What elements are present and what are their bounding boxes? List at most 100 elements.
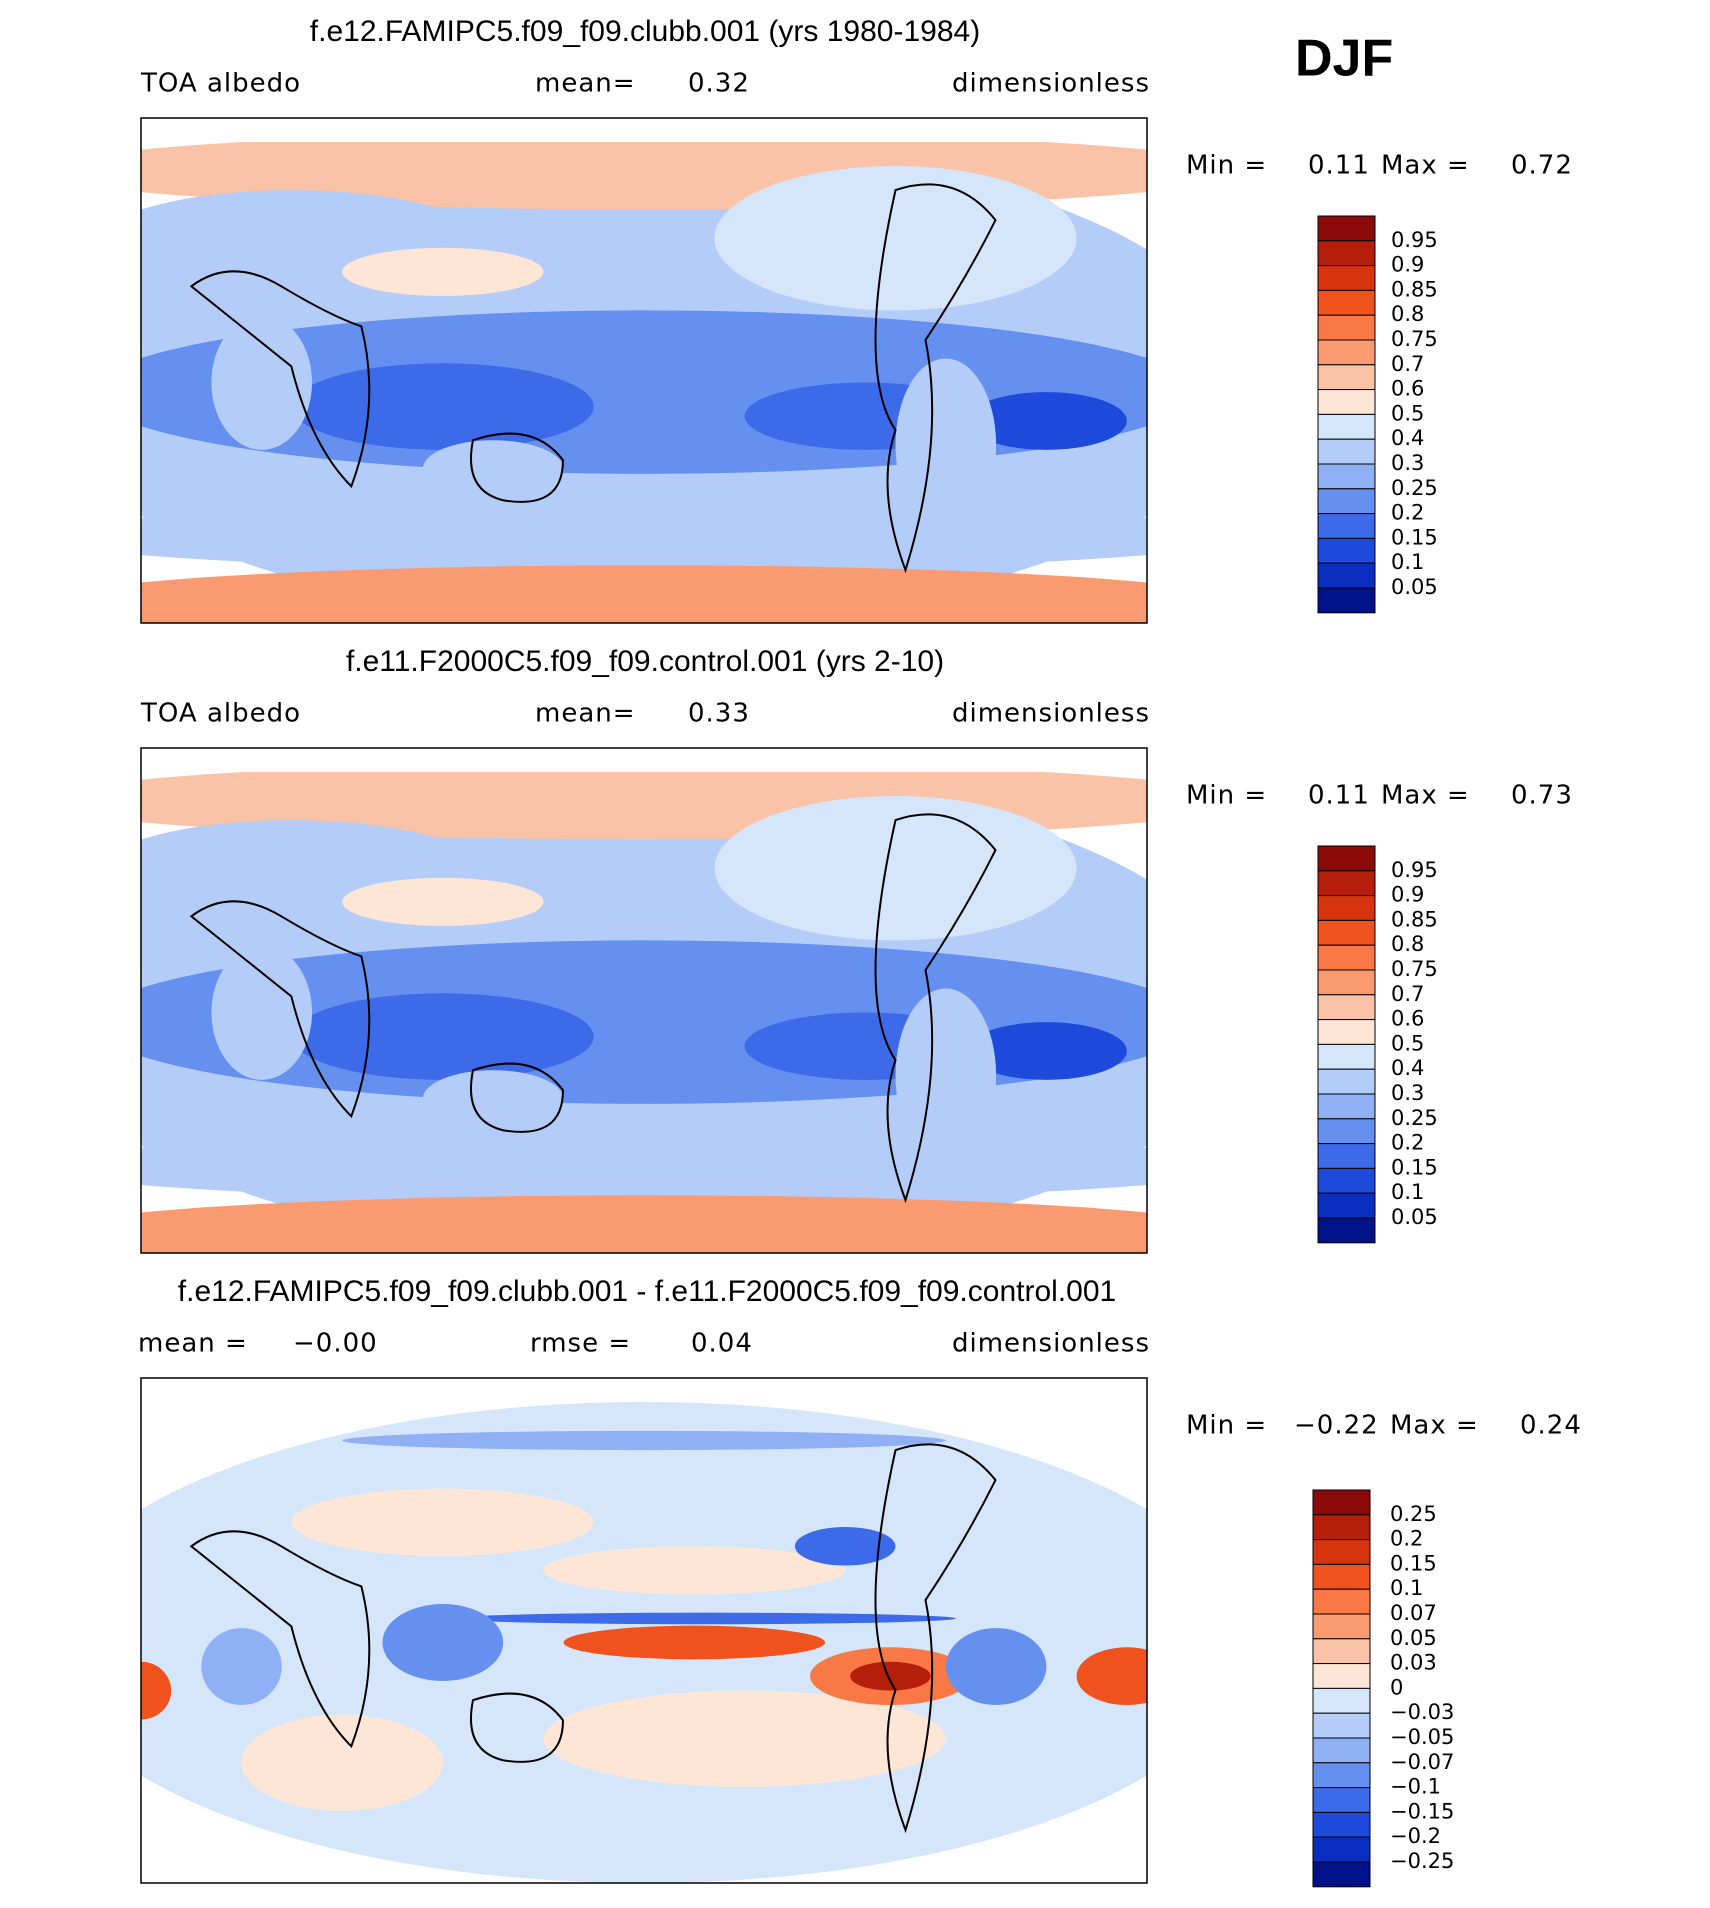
field-contour <box>382 1604 504 1681</box>
stat-label: mean = <box>138 1329 248 1359</box>
stat-label: 0.32 <box>688 69 750 99</box>
colorbar-box <box>1317 1118 1376 1145</box>
field-contour <box>141 1661 172 1720</box>
colorbar-label: 0.4 <box>1391 426 1424 450</box>
colorbar-label: 0.2 <box>1391 1131 1424 1155</box>
colorbar-label: 0.07 <box>1390 1601 1437 1625</box>
colorbar-label: −0.05 <box>1390 1725 1454 1749</box>
colorbar-label: −0.1 <box>1390 1775 1441 1799</box>
colorbar-box <box>1317 314 1376 341</box>
colorbar-box <box>1317 944 1376 971</box>
colorbar-label: 0.05 <box>1391 1205 1438 1229</box>
map-frame <box>140 117 1148 624</box>
field-contour <box>141 1132 1147 1201</box>
colorbar-box <box>1317 513 1376 539</box>
field-contour <box>965 1022 1127 1080</box>
colorbar-box <box>1312 1762 1371 1789</box>
colorbar-box <box>1312 1663 1371 1689</box>
colorbar-label: 0.05 <box>1390 1626 1437 1650</box>
colorbar-label: 0.85 <box>1391 277 1438 301</box>
colorbar-box <box>1317 969 1376 996</box>
field-contour <box>342 877 544 926</box>
colorbar-box <box>1317 1043 1376 1070</box>
colorbar-label: 0.2 <box>1390 1527 1423 1551</box>
colorbar-label: 0.75 <box>1391 327 1438 351</box>
colorbar-box <box>1317 438 1376 465</box>
colorbar-box <box>1312 1787 1371 1813</box>
colorbar-box <box>1317 463 1376 490</box>
stat-label: 0.04 <box>691 1329 753 1359</box>
field-contour <box>714 166 1077 311</box>
field-contour <box>895 358 997 532</box>
field-contour <box>714 796 1077 941</box>
field-contour <box>342 1430 946 1451</box>
colorbar-label: 0.05 <box>1391 575 1438 599</box>
colorbar-box <box>1312 1563 1371 1590</box>
range-label: −0.22 <box>1294 1411 1379 1441</box>
colorbar-box <box>1312 1489 1371 1516</box>
field-contour <box>211 315 313 450</box>
range-label: Min = <box>1186 1411 1267 1441</box>
colorbar-box <box>1312 1737 1371 1764</box>
stat-label: TOA albedo <box>140 699 301 729</box>
range-label: 0.11 <box>1308 781 1370 811</box>
colorbar-label: 0.1 <box>1390 1576 1423 1600</box>
colorbar-label: 0.3 <box>1391 451 1424 475</box>
colorbar-box <box>1317 587 1376 614</box>
colorbar-box <box>1317 240 1376 267</box>
colorbar-label: 0.4 <box>1391 1056 1424 1080</box>
field-contour <box>965 392 1127 450</box>
colorbar-label: 0.5 <box>1391 1031 1424 1055</box>
colorbar-box <box>1317 413 1376 440</box>
colorbar-label: 0 <box>1390 1675 1403 1699</box>
coastline <box>189 183 997 574</box>
colorbar-label: 0.25 <box>1391 1106 1438 1130</box>
colorbar-label: 0.7 <box>1391 982 1424 1006</box>
colorbar-box <box>1317 845 1376 872</box>
colorbar-label: 0.25 <box>1391 476 1438 500</box>
map-frame <box>140 1377 1148 1884</box>
field-contour <box>945 1628 1047 1706</box>
stat-label: −0.00 <box>293 1329 378 1359</box>
colorbar-label: −0.25 <box>1390 1849 1454 1873</box>
colorbar-box <box>1317 289 1376 316</box>
colorbar-box <box>1317 215 1376 242</box>
map <box>140 747 1148 1254</box>
stat-label: 0.33 <box>688 699 750 729</box>
colorbar-label: 0.1 <box>1391 550 1424 574</box>
colorbar-label: 0.2 <box>1391 501 1424 525</box>
colorbar-label: 0.6 <box>1391 377 1424 401</box>
field-contour <box>543 1690 946 1787</box>
colorbar-label: 0.25 <box>1390 1502 1437 1526</box>
colorbar-label: 0.8 <box>1391 302 1424 326</box>
field-contour <box>291 1488 594 1556</box>
stat-label: dimensionless <box>952 699 1150 729</box>
colorbar-box <box>1317 1167 1376 1194</box>
range-label: Max = <box>1390 1411 1479 1441</box>
field-contour <box>201 1628 282 1706</box>
range-label: Min = <box>1186 151 1267 181</box>
colorbar-box <box>1317 1217 1376 1244</box>
map-frame <box>140 747 1148 1254</box>
panel-title: f.e12.FAMIPC5.f09_f09.clubb.001 (yrs 198… <box>310 15 980 48</box>
colorbar-box <box>1317 919 1376 946</box>
field-contour <box>291 363 594 450</box>
colorbar-box <box>1317 1192 1376 1219</box>
colorbar-box <box>1312 1613 1371 1640</box>
colorbar-label: −0.15 <box>1390 1799 1454 1823</box>
season-label: DJF <box>1295 30 1393 88</box>
colorbar-label: 0.7 <box>1391 352 1424 376</box>
colorbar-label: 0.85 <box>1391 907 1438 931</box>
stat-label: dimensionless <box>952 69 1150 99</box>
colorbar-box <box>1317 1093 1376 1120</box>
colorbar-box <box>1317 1019 1376 1045</box>
coastline <box>189 813 997 1204</box>
colorbar-box <box>1317 389 1376 415</box>
range-label: 0.11 <box>1308 151 1370 181</box>
colorbar-box <box>1312 1588 1371 1615</box>
field-contour <box>241 1714 443 1811</box>
colorbar-label: 0.8 <box>1391 932 1424 956</box>
colorbar-box <box>1312 1638 1371 1665</box>
field-contour <box>342 247 544 296</box>
